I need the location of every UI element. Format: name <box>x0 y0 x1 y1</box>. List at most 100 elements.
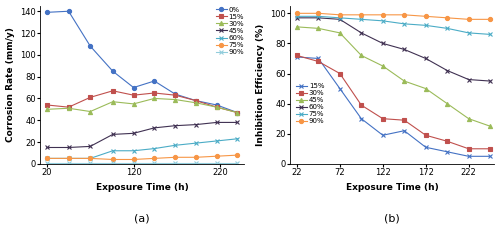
75% <box>402 22 407 25</box>
75% <box>234 154 240 157</box>
15% <box>316 57 322 60</box>
0% <box>130 86 136 89</box>
90% <box>44 161 50 164</box>
Line: 45%: 45% <box>295 25 492 128</box>
30% <box>422 134 428 137</box>
30% <box>466 147 471 150</box>
90% <box>88 161 94 164</box>
90% <box>316 12 322 15</box>
30% <box>234 111 240 114</box>
15% <box>487 155 493 158</box>
90% <box>466 18 471 21</box>
15% <box>466 155 471 158</box>
45% <box>316 27 322 30</box>
75% <box>66 157 71 160</box>
15% <box>294 55 300 58</box>
75% <box>337 16 343 19</box>
0% <box>214 104 220 107</box>
90% <box>66 161 71 164</box>
45% <box>358 54 364 57</box>
30% <box>172 98 178 101</box>
60% <box>358 31 364 34</box>
0% <box>110 70 116 73</box>
Line: 60%: 60% <box>295 16 492 83</box>
Line: 0%: 0% <box>45 9 240 115</box>
60% <box>193 142 199 145</box>
90% <box>130 161 136 164</box>
45% <box>110 133 116 136</box>
90% <box>214 161 220 164</box>
75% <box>110 158 116 161</box>
75% <box>487 33 493 36</box>
45% <box>130 132 136 135</box>
75% <box>380 20 386 22</box>
90% <box>380 13 386 16</box>
60% <box>234 137 240 140</box>
45% <box>214 121 220 124</box>
15% <box>380 134 386 137</box>
15% <box>402 129 407 132</box>
45% <box>466 117 471 120</box>
Y-axis label: Inhibition Efficiency (%): Inhibition Efficiency (%) <box>256 24 264 146</box>
75% <box>422 24 428 27</box>
60% <box>422 57 428 60</box>
30% <box>214 106 220 109</box>
60% <box>152 147 158 150</box>
60% <box>66 157 71 160</box>
60% <box>337 18 343 21</box>
15% <box>152 92 158 94</box>
90% <box>337 13 343 16</box>
15% <box>44 104 50 107</box>
90% <box>487 18 493 21</box>
90% <box>444 16 450 19</box>
15% <box>88 96 94 99</box>
Line: 60%: 60% <box>45 137 239 160</box>
30% <box>66 107 71 110</box>
60% <box>316 16 322 19</box>
60% <box>294 16 300 19</box>
15% <box>66 106 71 109</box>
Line: 90%: 90% <box>295 11 492 21</box>
0% <box>152 80 158 82</box>
75% <box>358 18 364 21</box>
75% <box>466 31 471 34</box>
Title: (b): (b) <box>384 214 400 224</box>
90% <box>234 161 240 164</box>
75% <box>193 156 199 159</box>
30% <box>380 117 386 120</box>
45% <box>172 124 178 127</box>
30% <box>152 97 158 100</box>
30% <box>444 140 450 143</box>
Line: 30%: 30% <box>295 54 492 151</box>
60% <box>44 157 50 160</box>
45% <box>234 121 240 124</box>
60% <box>110 149 116 152</box>
Line: 15%: 15% <box>45 89 240 115</box>
75% <box>316 15 322 18</box>
15% <box>110 89 116 92</box>
60% <box>88 157 94 160</box>
30% <box>193 101 199 104</box>
90% <box>358 13 364 16</box>
60% <box>214 140 220 142</box>
15% <box>234 111 240 114</box>
0% <box>193 99 199 102</box>
Line: 75%: 75% <box>295 15 492 36</box>
0% <box>44 11 50 14</box>
Line: 75%: 75% <box>45 153 240 161</box>
30% <box>130 102 136 105</box>
Line: 15%: 15% <box>295 55 492 158</box>
60% <box>487 80 493 82</box>
15% <box>337 87 343 90</box>
75% <box>88 157 94 160</box>
30% <box>316 60 322 63</box>
30% <box>88 110 94 113</box>
60% <box>130 149 136 152</box>
60% <box>444 69 450 72</box>
15% <box>444 150 450 153</box>
0% <box>172 93 178 95</box>
75% <box>44 157 50 160</box>
60% <box>172 144 178 147</box>
X-axis label: Exposure Time (h): Exposure Time (h) <box>346 183 438 192</box>
30% <box>358 104 364 107</box>
